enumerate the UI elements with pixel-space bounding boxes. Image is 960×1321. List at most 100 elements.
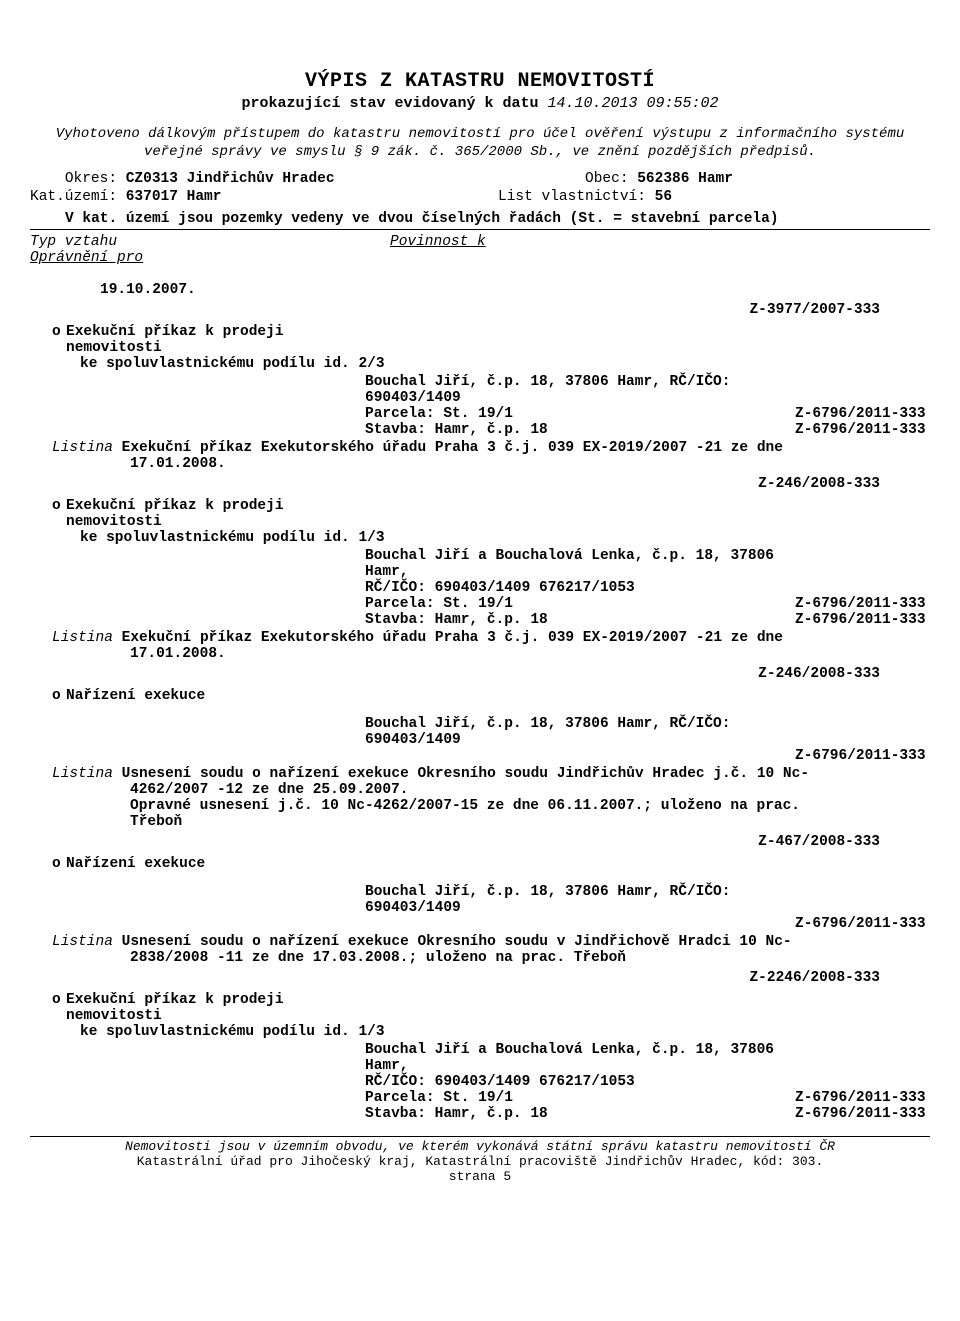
obec-value: 562386 Hamr [637, 171, 733, 187]
detail-block: Bouchal Jiří, č.p. 18, 37806 Hamr, RČ/IČ… [365, 374, 930, 438]
entry-0-share: ke spoluvlastnickému podílu id. 2/3 [80, 356, 930, 372]
listina: Listina Exekuční příkaz Exekutorského úř… [52, 630, 930, 646]
detail-code [795, 374, 930, 390]
footer-line2: Katastrální úřad pro Jihočeský kraj, Kat… [30, 1154, 930, 1169]
listina-l2: 2838/2008 -11 ze dne 17.03.2008.; uložen… [130, 950, 930, 966]
bullet-icon: o [52, 992, 66, 1008]
rel-type-label: Typ vztahu [30, 234, 390, 250]
listina-label: Listina [52, 934, 113, 950]
detail-code [795, 732, 930, 748]
katuz-value: 637017 Hamr [126, 189, 222, 205]
listina-l4: Třeboň [130, 814, 930, 830]
subtitle-lead: prokazující stav evidovaný k datu [241, 95, 538, 112]
z-header: Z-3977/2007-333 [30, 302, 880, 318]
divider [30, 229, 930, 230]
disclaimer: Vyhotoveno dálkovým přístupem do katastr… [30, 126, 930, 161]
listina-text: Usnesení soudu o nařízení exekuce Okresn… [122, 934, 792, 950]
detail-lead: Stavba: Hamr, č.p. 18 [365, 1106, 795, 1122]
detail-code: Z-6796/2011-333 [795, 1106, 930, 1122]
entry-title: oNařízení exekuce [52, 688, 930, 704]
detail-lead [365, 916, 795, 932]
entry-4-title: Exekuční příkaz k prodeji [66, 992, 284, 1008]
footer-page: strana 5 [30, 1169, 930, 1184]
listina-text: Exekuční příkaz Exekutorského úřadu Prah… [122, 440, 783, 456]
footer-line1: Nemovitosti jsou v územním obvodu, ve kt… [30, 1139, 930, 1154]
detail-code [795, 548, 930, 580]
detail-lead [365, 748, 795, 764]
rel-povinnost-label: Povinnost k [390, 234, 930, 266]
bullet-icon: o [52, 498, 66, 514]
listina-l3: Opravné usnesení j.č. 10 Nc-4262/2007-15… [130, 798, 930, 814]
series-note: V kat. území jsou pozemky vedeny ve dvou… [65, 211, 930, 227]
entry-2-title: Nařízení exekuce [66, 688, 205, 704]
okres-label: Okres: [65, 171, 117, 187]
page-title: VÝPIS Z KATASTRU NEMOVITOSTÍ [30, 70, 930, 93]
detail-lead: Bouchal Jiří, č.p. 18, 37806 Hamr, RČ/IČ… [365, 716, 795, 732]
detail-lead: Parcela: St. 19/1 [365, 1090, 795, 1106]
subtitle-date: 14.10.2013 09:55:02 [548, 95, 719, 112]
listina-date: 17.01.2008. [130, 456, 930, 472]
bullet-icon: o [52, 688, 66, 704]
entry-title: oExekuční příkaz k prodeji [52, 992, 930, 1008]
detail-code [795, 900, 930, 916]
rel-header: Typ vztahu Oprávnění pro Povinnost k [30, 234, 930, 266]
z-code: Z-467/2008-333 [30, 834, 880, 850]
entry-title: oExekuční příkaz k prodeji [52, 324, 930, 340]
entry-title: oNařízení exekuce [52, 856, 930, 872]
entry-1-title: Exekuční příkaz k prodeji [66, 498, 284, 514]
page-subtitle: prokazující stav evidovaný k datu 14.10.… [30, 95, 930, 112]
entry-0-title: Exekuční příkaz k prodeji [66, 324, 284, 340]
rel-opr-label: Oprávnění pro [30, 250, 390, 266]
okres-line: Okres: CZ0313 Jindřichův Hradec [30, 171, 498, 187]
katuz-label: Kat.území: [30, 189, 117, 205]
detail-code: Z-6796/2011-333 [795, 748, 930, 764]
obec-line: Obec: 562386 Hamr [498, 171, 930, 187]
detail-code [795, 1074, 930, 1090]
detail-code [795, 1042, 930, 1074]
detail-code: Z-6796/2011-333 [795, 422, 930, 438]
bullet-icon: o [52, 856, 66, 872]
listina: Listina Exekuční příkaz Exekutorského úř… [52, 440, 930, 456]
listina-date: 17.01.2008. [130, 646, 930, 662]
entry-3-title: Nařízení exekuce [66, 856, 205, 872]
listina-label: Listina [52, 440, 113, 456]
listina-text: Exekuční příkaz Exekutorského úřadu Prah… [122, 630, 783, 646]
listina-label: Listina [52, 766, 113, 782]
listina: Listina Usnesení soudu o nařízení exekuc… [52, 766, 930, 782]
detail-lead: Stavba: Hamr, č.p. 18 [365, 612, 795, 628]
z-code: Z-246/2008-333 [30, 476, 880, 492]
detail-code [795, 580, 930, 596]
lv-line: List vlastnictví: 56 [498, 189, 930, 205]
detail-lead: Stavba: Hamr, č.p. 18 [365, 422, 795, 438]
detail-lead: 690403/1409 [365, 390, 795, 406]
listina: Listina Usnesení soudu o nařízení exekuc… [52, 934, 930, 950]
detail-lead: Bouchal Jiří a Bouchalová Lenka, č.p. 18… [365, 548, 795, 580]
listina-l2: 4262/2007 -12 ze dne 25.09.2007. [130, 782, 930, 798]
entry-1-title2: nemovitosti [66, 514, 930, 530]
page: VÝPIS Z KATASTRU NEMOVITOSTÍ prokazující… [0, 0, 960, 1214]
listina-text: Usnesení soudu o nařízení exekuce Okresn… [122, 766, 809, 782]
entry-0-title2: nemovitosti [66, 340, 930, 356]
detail-block: Bouchal Jiří a Bouchalová Lenka, č.p. 18… [365, 548, 930, 628]
entry-4-share: ke spoluvlastnickému podílu id. 1/3 [80, 1024, 930, 1040]
z-code: Z-246/2008-333 [30, 666, 880, 682]
detail-lead: Bouchal Jiří, č.p. 18, 37806 Hamr, RČ/IČ… [365, 374, 795, 390]
lv-value: 56 [655, 189, 672, 205]
detail-lead: Parcela: St. 19/1 [365, 406, 795, 422]
detail-code: Z-6796/2011-333 [795, 1090, 930, 1106]
detail-block: Bouchal Jiří a Bouchalová Lenka, č.p. 18… [365, 1042, 930, 1122]
detail-code: Z-6796/2011-333 [795, 916, 930, 932]
footer: Nemovitosti jsou v územním obvodu, ve kt… [30, 1136, 930, 1184]
obec-label: Obec: [585, 171, 629, 187]
detail-block: Bouchal Jiří, č.p. 18, 37806 Hamr, RČ/IČ… [365, 716, 930, 764]
lone-date: 19.10.2007. [100, 282, 930, 298]
okres-value: CZ0313 Jindřichův Hradec [126, 171, 335, 187]
bullet-icon: o [52, 324, 66, 340]
header-grid: Okres: CZ0313 Jindřichův Hradec Obec: 56… [30, 171, 930, 205]
detail-lead: 690403/1409 [365, 732, 795, 748]
listina-label: Listina [52, 630, 113, 646]
detail-code [795, 884, 930, 900]
entry-1-share: ke spoluvlastnickému podílu id. 1/3 [80, 530, 930, 546]
detail-code: Z-6796/2011-333 [795, 596, 930, 612]
entry-4-title2: nemovitosti [66, 1008, 930, 1024]
